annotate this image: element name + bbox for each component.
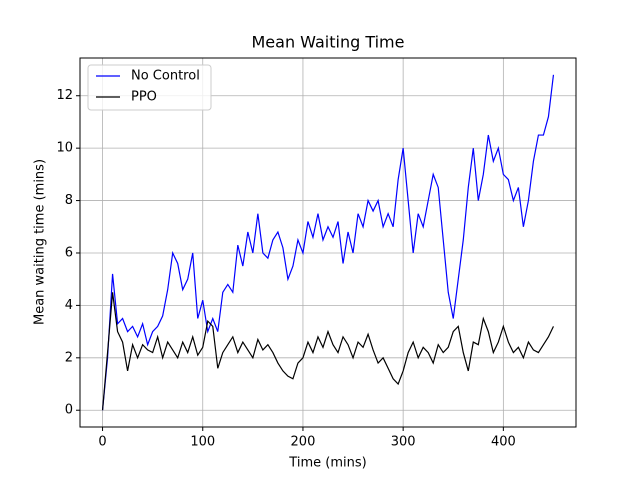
- x-tick-label: 200: [291, 435, 316, 450]
- data-line: [101, 74, 555, 411]
- x-tick-label: 300: [391, 435, 416, 450]
- y-tick-label: 8: [65, 193, 73, 208]
- x-tick-label: 100: [190, 435, 215, 450]
- y-axis-label: Mean waiting time (mins): [33, 159, 48, 325]
- y-tick-label: 4: [65, 298, 73, 313]
- axes-frame: [79, 57, 577, 428]
- y-tick-label: 12: [56, 88, 73, 103]
- legend-label: No Control: [131, 69, 200, 84]
- chart-title: Mean Waiting Time: [252, 33, 405, 52]
- legend-label: PPO: [131, 90, 157, 105]
- x-tick-label: 400: [491, 435, 516, 450]
- y-tick-label: 6: [65, 245, 73, 260]
- y-tick-label: 0: [65, 403, 73, 418]
- y-tick-label: 2: [65, 350, 73, 365]
- x-axis-label: Time (mins): [288, 456, 366, 471]
- data-line: [101, 292, 554, 411]
- x-tick-label: 0: [98, 435, 106, 450]
- y-tick-label: 10: [56, 141, 73, 156]
